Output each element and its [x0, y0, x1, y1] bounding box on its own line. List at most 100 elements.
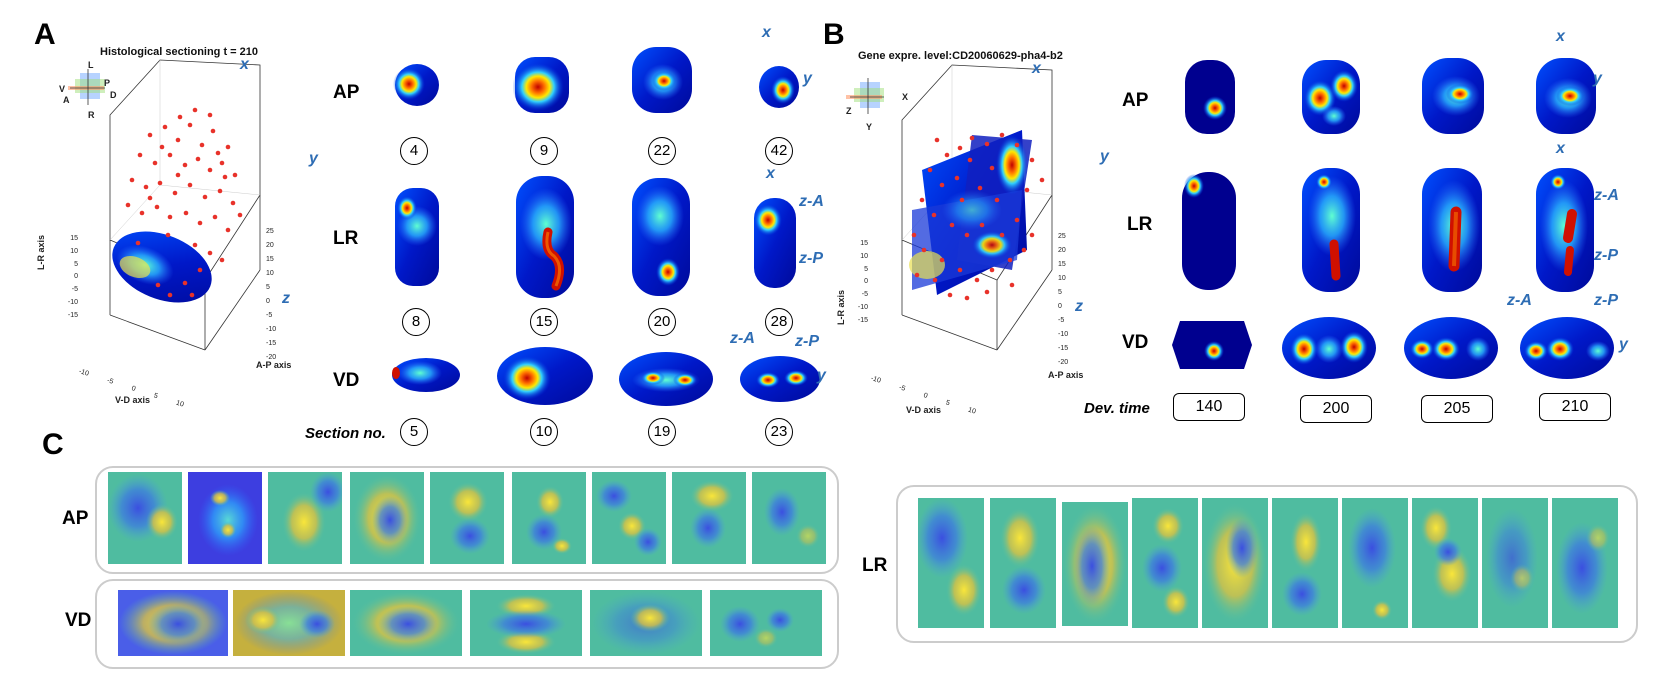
inset-a-za-vd: z-A [730, 330, 755, 347]
heatmap-b-lr-2 [1302, 168, 1360, 292]
row-label-a-vd: VD [333, 370, 360, 391]
row-label-b-ap: AP [1122, 90, 1149, 111]
heatmap-a-lr-2 [516, 176, 574, 298]
heatmap-b-vd-4 [1520, 317, 1614, 379]
section-circle-a-ap-3: 22 [648, 137, 676, 165]
axis-a-lr-label: L-R axis [36, 234, 46, 270]
parula-tile-lr-10 [1552, 498, 1618, 628]
dev-time-box-2: 200 [1300, 395, 1372, 423]
section-circle-a-lr-3: 20 [648, 308, 676, 336]
section-circle-a-lr-2: 15 [530, 308, 558, 336]
heatmap-b-vd-3 [1404, 317, 1498, 379]
axis-b-vd-label: V-D axis [906, 405, 942, 415]
heatmap-a-ap-4 [759, 66, 799, 108]
orient-a-d: D [110, 90, 117, 100]
heatmap-b-lr-1 [1182, 172, 1236, 290]
heatmap-a-ap-2 [513, 57, 569, 113]
panel-a-title: Histological sectioning t = 210 [100, 46, 259, 58]
inset-b-x-ap: x [1556, 28, 1565, 45]
parula-tile-vd-6 [710, 590, 822, 656]
parula-tile-vd-2 [233, 590, 345, 656]
section-circle-a-vd-4: 23 [765, 418, 793, 446]
axis-a-y: y [309, 150, 318, 167]
section-no-label: Section no. [305, 425, 386, 442]
dev-time-label: Dev. time [1084, 400, 1150, 417]
panel-a-letter: A [34, 18, 56, 51]
parula-tile-lr-5 [1202, 498, 1268, 628]
inset-a-y-ap: y [803, 70, 812, 87]
heatmap-a-lr-1 [395, 188, 439, 286]
section-circle-a-ap-4: 42 [765, 137, 793, 165]
inset-b-za-vd: z-A [1507, 292, 1532, 309]
dev-time-box-4: 210 [1539, 393, 1611, 421]
orient-b-x: X [902, 92, 909, 102]
inset-a-x-lr: x [766, 165, 775, 182]
parula-tile-ap-7 [592, 472, 666, 564]
panel-b-3d-plot [846, 64, 1053, 351]
row-label-c-vd: VD [65, 610, 92, 631]
inset-a-zp-lr: z-P [799, 250, 823, 267]
orient-a-p: P [104, 78, 111, 88]
inset-a-zp-vd: z-P [795, 333, 819, 350]
orient-a-v: V [59, 84, 66, 94]
axis-a-vd-label: V-D axis [115, 395, 151, 405]
section-circle-a-ap-1: 4 [400, 137, 428, 165]
panel-b-title: Gene expre. level:CD20060629-pha4-b2 [858, 50, 1063, 62]
inset-a-y-vd: y [817, 367, 826, 384]
panel-c-letter: C [42, 428, 64, 461]
orient-b-y: Y [866, 122, 873, 132]
axis-a-x: x [240, 56, 249, 73]
section-circle-a-vd-1: 5 [400, 418, 428, 446]
axis-b-lr-label: L-R axis [836, 289, 846, 325]
panel-a-3d-plot [68, 59, 261, 351]
orientation-icon-b [846, 78, 884, 114]
parula-tile-vd-4 [470, 590, 582, 656]
parula-tile-ap-8 [672, 472, 746, 564]
parula-tile-lr-3 [1062, 502, 1128, 626]
parula-tile-lr-4 [1132, 498, 1198, 628]
row-label-b-vd: VD [1122, 332, 1149, 353]
orient-a-r: R [88, 110, 95, 120]
parula-tile-vd-3 [350, 590, 462, 656]
axis-b-ap-label: A-P axis [1048, 370, 1084, 380]
heatmap-b-vd-2 [1282, 317, 1376, 379]
heatmap-a-vd-2 [497, 347, 593, 405]
parula-tile-ap-6 [512, 472, 586, 564]
heatmap-b-ap-4 [1536, 58, 1596, 134]
parula-tile-vd-5 [590, 590, 702, 656]
ticks-b-ap: 25 20 15 10 5 0 -5 -10 -15 -20 [1058, 233, 1069, 366]
inset-a-x-ap: x [762, 24, 771, 41]
axis-b-z: z [1075, 298, 1083, 315]
row-label-a-ap: AP [333, 82, 360, 103]
axis-b-x: x [1032, 60, 1041, 77]
parula-tile-ap-4 [350, 472, 424, 564]
parula-tile-ap-5 [430, 472, 504, 564]
orientation-icon-a [68, 69, 105, 105]
axis-b-y: y [1100, 148, 1109, 165]
heatmap-a-vd-4 [740, 356, 820, 402]
dev-time-box-1: 140 [1173, 393, 1245, 421]
orient-a-a: A [63, 95, 70, 105]
heatmap-a-vd-3 [619, 352, 713, 406]
inset-b-y-vd: y [1619, 336, 1628, 353]
orient-a-l: L [88, 60, 94, 70]
scatter-points-b [911, 132, 1045, 301]
parula-tile-ap-3 [268, 472, 342, 564]
parula-tile-lr-1 [918, 498, 984, 628]
heatmap-a-lr-3 [632, 178, 690, 296]
inset-b-zp-vd: z-P [1594, 292, 1618, 309]
heatmap-b-vd-1 [1172, 321, 1252, 369]
heatmap-b-ap-3 [1422, 58, 1484, 134]
parula-tile-lr-2 [990, 498, 1056, 628]
section-circle-a-vd-2: 10 [530, 418, 558, 446]
heatmap-b-ap-1 [1185, 60, 1235, 134]
inset-b-x-lr: x [1556, 140, 1565, 157]
parula-tile-vd-1 [118, 590, 228, 656]
parula-tile-lr-9 [1482, 498, 1548, 628]
section-circle-a-lr-1: 8 [402, 308, 430, 336]
ticks-a-ap: 25 20 15 10 5 0 -5 -10 -15 -20 [266, 228, 277, 361]
row-label-b-lr: LR [1127, 214, 1153, 235]
heatmap-a-lr-4 [754, 198, 796, 288]
heatmap-b-lr-4 [1536, 168, 1594, 292]
parula-tile-lr-7 [1342, 498, 1408, 628]
